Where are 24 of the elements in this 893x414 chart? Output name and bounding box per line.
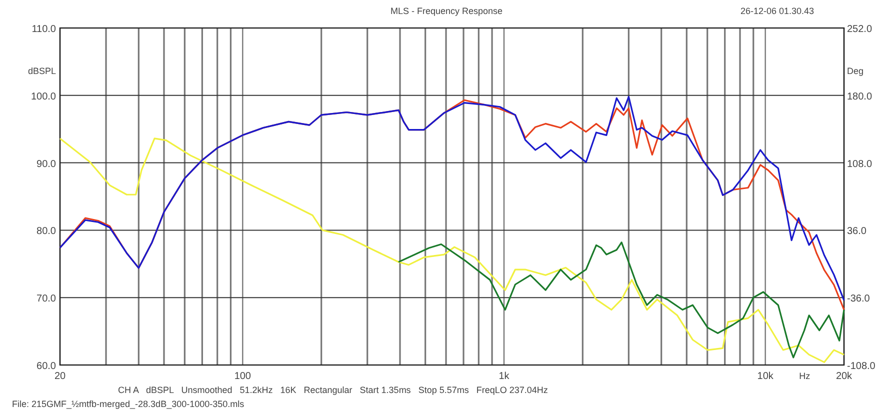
x-tick-label: 100 (234, 371, 252, 382)
y2-axis-title: Deg (847, 66, 864, 76)
y2-tick-label: 108.0 (847, 158, 872, 170)
y-tick-label: 100.0 (30, 91, 56, 102)
y2-tick-label: 36.0 (847, 226, 867, 238)
y-tick-label: 70.0 (36, 294, 56, 305)
y2-tick-label: 252.0 (847, 24, 872, 35)
chart-subtitle: 26-12-06 01.30.43 (740, 6, 814, 16)
y-axis-title: dBSPL (28, 66, 56, 76)
x-tick-label: 1k (498, 371, 510, 382)
text: File: 215GMF_½mtfb-merged_-28.3dB_300-1000-350.mls (12, 399, 245, 409)
y-tick-label: 80.0 (36, 226, 56, 238)
x-tick-label: 20 (54, 371, 66, 382)
y-tick-label: 110.0 (32, 24, 56, 35)
y2-tick-label: -108.0 (847, 361, 876, 372)
chart-title: MLS - Frequency Response (390, 6, 503, 16)
y-tick-label: 90.0 (36, 158, 56, 170)
x-tick-label: 10k (757, 371, 774, 382)
text: CH A dBSPL Unsmoothed 51.2kHz 16K Rectangular Start 1.35ms Stop 5.57ms FreqLO 237.04Hz (118, 385, 548, 395)
x-axis-title: Hz (799, 371, 811, 381)
x-tick-label: 20k (836, 371, 854, 382)
y-tick-label: 60.0 (36, 361, 56, 372)
y2-tick-label: -36.0 (847, 294, 870, 305)
y2-tick-label: 180.0 (847, 91, 872, 102)
